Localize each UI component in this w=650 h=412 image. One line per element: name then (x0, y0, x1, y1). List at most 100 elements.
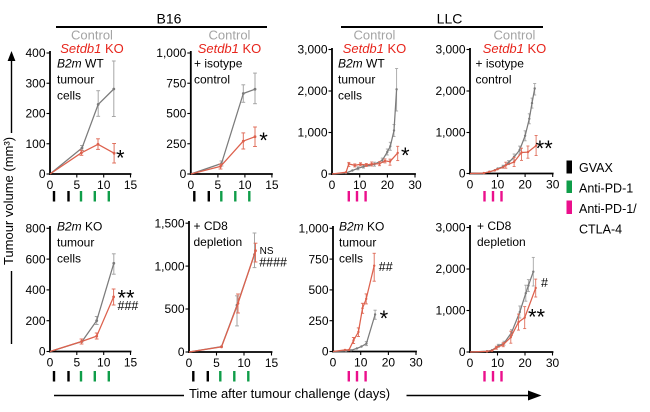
svg-text:0: 0 (39, 167, 46, 181)
svg-text:1,000: 1,000 (298, 222, 328, 236)
svg-text:0: 0 (187, 178, 194, 192)
svg-text:300: 300 (25, 76, 45, 90)
svg-text:5: 5 (73, 355, 80, 369)
svg-text:1,000: 1,000 (297, 126, 327, 140)
svg-text:20: 20 (518, 177, 532, 191)
svg-text:400: 400 (25, 283, 45, 297)
svg-text:cells: cells (57, 89, 81, 103)
svg-text:15: 15 (124, 178, 138, 192)
svg-text:800: 800 (25, 222, 45, 236)
svg-text:##: ## (379, 260, 393, 274)
svg-text:10: 10 (237, 356, 251, 370)
svg-text:+ CD8: + CD8 (477, 219, 512, 233)
svg-text:0: 0 (47, 355, 54, 369)
svg-text:cells: cells (339, 252, 363, 266)
svg-text:10: 10 (491, 177, 505, 191)
svg-text:750: 750 (308, 252, 328, 266)
svg-text:tumour: tumour (57, 73, 94, 87)
svg-text:3,000: 3,000 (297, 43, 327, 57)
svg-text:500: 500 (308, 283, 328, 297)
svg-text:600: 600 (25, 252, 45, 266)
svg-text:750: 750 (166, 76, 186, 90)
svg-text:30: 30 (409, 355, 423, 369)
svg-text:10: 10 (491, 356, 505, 370)
svg-text:tumour: tumour (339, 236, 376, 250)
svg-text:20: 20 (518, 356, 532, 370)
svg-text:B2m WT: B2m WT (338, 57, 385, 71)
svg-text:200: 200 (25, 107, 45, 121)
svg-text:cells: cells (338, 89, 362, 103)
svg-text:0: 0 (39, 345, 46, 359)
svg-text:Tumour volume (mm³): Tumour volume (mm³) (1, 137, 16, 265)
svg-text:20: 20 (381, 178, 395, 192)
svg-text:1,000: 1,000 (156, 46, 186, 60)
svg-text:5: 5 (73, 178, 80, 192)
svg-text:**: ** (528, 304, 546, 329)
svg-text:15: 15 (124, 355, 138, 369)
svg-text:2,000: 2,000 (297, 84, 327, 98)
svg-text:0: 0 (467, 356, 474, 370)
svg-text:Setdb1 KO: Setdb1 KO (483, 41, 547, 56)
svg-text:30: 30 (546, 356, 560, 370)
svg-text:0: 0 (467, 177, 474, 191)
svg-text:0: 0 (330, 355, 337, 369)
svg-text:**: ** (117, 285, 135, 310)
svg-text:15: 15 (265, 356, 279, 370)
svg-text:0: 0 (329, 178, 336, 192)
svg-text:+ isotype: + isotype (476, 57, 525, 71)
svg-text:100: 100 (25, 137, 45, 151)
svg-text:2,000: 2,000 (435, 262, 465, 276)
svg-text:B2m WT: B2m WT (57, 57, 104, 71)
svg-text:Control: Control (354, 28, 396, 43)
svg-text:GVAX: GVAX (579, 161, 613, 175)
svg-text:+ isotype: + isotype (194, 57, 243, 71)
svg-text:*: * (259, 128, 268, 153)
svg-text:tumour: tumour (57, 236, 94, 250)
svg-text:Control: Control (71, 28, 113, 43)
svg-text:+ CD8: + CD8 (194, 219, 229, 233)
svg-text:cells: cells (57, 252, 81, 266)
svg-text:depletion: depletion (477, 235, 526, 249)
svg-text:1,000: 1,000 (154, 259, 184, 273)
svg-text:depletion: depletion (194, 235, 243, 249)
svg-text:B16: B16 (157, 11, 182, 27)
svg-text:0: 0 (180, 167, 187, 181)
svg-text:*: * (401, 143, 410, 168)
svg-text:*: * (380, 306, 389, 331)
svg-text:tumour: tumour (338, 73, 375, 87)
svg-text:10: 10 (353, 178, 367, 192)
svg-text:NS: NS (260, 246, 274, 257)
svg-text:Control: Control (209, 28, 251, 43)
svg-text:400: 400 (25, 46, 45, 60)
svg-text:LLC: LLC (437, 11, 463, 27)
svg-text:5: 5 (213, 356, 220, 370)
svg-text:5: 5 (215, 178, 222, 192)
svg-text:Control: Control (494, 28, 536, 43)
svg-text:500: 500 (166, 107, 186, 121)
svg-text:Anti-PD-1/: Anti-PD-1/ (579, 202, 637, 216)
svg-text:0: 0 (47, 178, 54, 192)
svg-text:Anti-PD-1: Anti-PD-1 (579, 182, 633, 196)
svg-text:10: 10 (354, 355, 368, 369)
svg-text:0: 0 (322, 345, 329, 359)
svg-text:30: 30 (546, 177, 560, 191)
svg-text:200: 200 (25, 314, 45, 328)
svg-text:500: 500 (164, 302, 184, 316)
svg-text:250: 250 (308, 314, 328, 328)
svg-text:250: 250 (166, 137, 186, 151)
svg-text:10: 10 (238, 178, 252, 192)
svg-text:B2m KO: B2m KO (57, 220, 102, 234)
svg-text:###: ### (118, 299, 139, 313)
svg-text:0: 0 (459, 167, 466, 181)
svg-text:0: 0 (178, 345, 185, 359)
svg-text:B2m KO: B2m KO (339, 220, 384, 234)
svg-text:*: * (116, 146, 125, 171)
svg-text:2,000: 2,000 (435, 84, 465, 98)
svg-text:#: # (541, 276, 548, 290)
svg-text:**: ** (536, 136, 554, 161)
svg-text:10: 10 (97, 178, 111, 192)
svg-text:control: control (194, 72, 230, 86)
svg-text:10: 10 (97, 355, 111, 369)
svg-text:####: #### (259, 255, 287, 269)
svg-text:1,000: 1,000 (435, 126, 465, 140)
